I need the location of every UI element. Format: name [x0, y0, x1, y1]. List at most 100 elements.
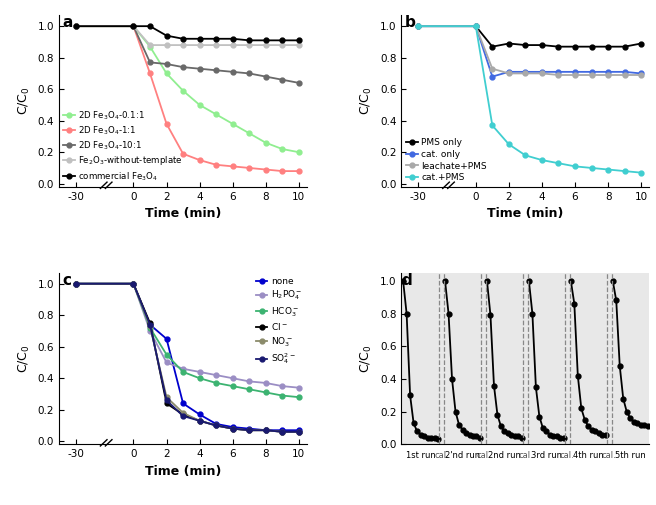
- 2D Fe$_3$O$_4$-0.1:1: [195, 102, 203, 108]
- cat. only: [604, 69, 612, 75]
- 2D Fe$_3$O$_4$-1:1: [229, 163, 237, 169]
- PMS only: [621, 43, 628, 49]
- leachate+PMS: [522, 70, 529, 76]
- leachate+PMS: [489, 66, 497, 72]
- Fe$_2$O$_3$-without-template: [129, 23, 137, 29]
- Text: 4th run: 4th run: [573, 451, 604, 460]
- Legend: 2D Fe$_3$O$_4$-0.1:1, 2D Fe$_3$O$_4$-1:1, 2D Fe$_3$O$_4$-10:1, Fe$_2$O$_3$-witho: 2D Fe$_3$O$_4$-0.1:1, 2D Fe$_3$O$_4$-1:1…: [64, 109, 182, 182]
- Fe$_2$O$_3$-without-template: [179, 42, 187, 48]
- Text: cal.: cal.: [434, 451, 449, 460]
- none: [245, 426, 253, 432]
- Fe$_2$O$_3$-without-template: [295, 42, 303, 48]
- HCO$_3^-$: [229, 383, 237, 389]
- Fe$_2$O$_3$-without-template: [146, 42, 154, 48]
- none: [72, 281, 79, 287]
- commercial Fe$_3$O$_4$: [129, 23, 137, 29]
- leachate+PMS: [604, 72, 612, 78]
- PMS only: [489, 43, 497, 49]
- Text: a: a: [62, 15, 73, 30]
- Cl$^-$: [245, 427, 253, 433]
- cat. only: [621, 69, 628, 75]
- Text: cal.: cal.: [476, 451, 491, 460]
- Text: 1st run: 1st run: [405, 451, 436, 460]
- cat. only: [522, 69, 529, 75]
- 2D Fe$_3$O$_4$-10:1: [245, 70, 253, 76]
- 2D Fe$_3$O$_4$-10:1: [129, 23, 137, 29]
- NO$_3^-$: [262, 427, 270, 433]
- Fe$_2$O$_3$-without-template: [262, 42, 270, 48]
- cat. only: [472, 23, 480, 29]
- PMS only: [538, 42, 546, 48]
- H$_2$PO$_4^-$: [129, 281, 137, 287]
- 2D Fe$_3$O$_4$-0.1:1: [72, 23, 79, 29]
- cat. only: [637, 70, 645, 76]
- 2D Fe$_3$O$_4$-10:1: [195, 66, 203, 72]
- commercial Fe$_3$O$_4$: [179, 36, 187, 42]
- cat.+PMS: [505, 141, 513, 147]
- 2D Fe$_3$O$_4$-1:1: [72, 23, 79, 29]
- SO$_4^{2-}$: [212, 423, 220, 429]
- Line: SO$_4^{2-}$: SO$_4^{2-}$: [73, 281, 301, 434]
- cat.+PMS: [414, 23, 422, 29]
- cat.+PMS: [522, 153, 529, 159]
- SO$_4^{2-}$: [278, 429, 286, 435]
- none: [163, 336, 171, 342]
- leachate+PMS: [414, 23, 422, 29]
- none: [229, 424, 237, 430]
- Cl$^-$: [195, 418, 203, 424]
- HCO$_3^-$: [195, 375, 203, 381]
- SO$_4^{2-}$: [163, 397, 171, 403]
- X-axis label: Time (min): Time (min): [145, 465, 221, 478]
- SO$_4^{2-}$: [245, 427, 253, 433]
- HCO$_3^-$: [72, 281, 79, 287]
- H$_2$PO$_4^-$: [179, 366, 187, 372]
- leachate+PMS: [538, 70, 546, 76]
- leachate+PMS: [554, 72, 562, 78]
- 2D Fe$_3$O$_4$-0.1:1: [212, 112, 220, 118]
- 2D Fe$_3$O$_4$-0.1:1: [129, 23, 137, 29]
- H$_2$PO$_4^-$: [146, 328, 154, 334]
- cat. only: [414, 23, 422, 29]
- cat. only: [588, 69, 596, 75]
- NO$_3^-$: [146, 323, 154, 329]
- commercial Fe$_3$O$_4$: [212, 36, 220, 42]
- 2D Fe$_3$O$_4$-0.1:1: [278, 146, 286, 152]
- Text: cal.: cal.: [602, 451, 617, 460]
- Cl$^-$: [163, 400, 171, 407]
- PMS only: [414, 23, 422, 29]
- Text: 5th run: 5th run: [615, 451, 646, 460]
- leachate+PMS: [637, 72, 645, 78]
- commercial Fe$_3$O$_4$: [245, 37, 253, 43]
- H$_2$PO$_4^-$: [295, 385, 303, 391]
- PMS only: [637, 40, 645, 46]
- SO$_4^{2-}$: [195, 418, 203, 424]
- cat.+PMS: [571, 163, 579, 169]
- Cl$^-$: [72, 281, 79, 287]
- cat.+PMS: [489, 122, 497, 128]
- H$_2$PO$_4^-$: [163, 360, 171, 366]
- Y-axis label: C/C$_0$: C/C$_0$: [359, 86, 375, 116]
- PMS only: [604, 43, 612, 49]
- NO$_3^-$: [278, 429, 286, 435]
- leachate+PMS: [621, 72, 628, 78]
- 2D Fe$_3$O$_4$-10:1: [146, 60, 154, 66]
- Fe$_2$O$_3$-without-template: [212, 42, 220, 48]
- X-axis label: Time (min): Time (min): [487, 207, 564, 220]
- 2D Fe$_3$O$_4$-10:1: [163, 61, 171, 67]
- 2D Fe$_3$O$_4$-10:1: [295, 80, 303, 86]
- Cl$^-$: [129, 281, 137, 287]
- cat.+PMS: [472, 23, 480, 29]
- Line: 2D Fe$_3$O$_4$-10:1: 2D Fe$_3$O$_4$-10:1: [73, 24, 301, 85]
- Fe$_2$O$_3$-without-template: [163, 42, 171, 48]
- Legend: none, H$_2$PO$_4^-$, HCO$_3^-$, Cl$^-$, NO$_3^-$, SO$_4^{2-}$: none, H$_2$PO$_4^-$, HCO$_3^-$, Cl$^-$, …: [256, 277, 302, 366]
- Y-axis label: C/C$_0$: C/C$_0$: [17, 344, 32, 373]
- cat.+PMS: [637, 170, 645, 176]
- 2D Fe$_3$O$_4$-0.1:1: [163, 70, 171, 76]
- commercial Fe$_3$O$_4$: [195, 36, 203, 42]
- 2D Fe$_3$O$_4$-1:1: [262, 167, 270, 173]
- Cl$^-$: [278, 429, 286, 435]
- commercial Fe$_3$O$_4$: [295, 37, 303, 43]
- Line: 2D Fe$_3$O$_4$-1:1: 2D Fe$_3$O$_4$-1:1: [73, 24, 301, 174]
- NO$_3^-$: [212, 423, 220, 429]
- Cl$^-$: [146, 320, 154, 326]
